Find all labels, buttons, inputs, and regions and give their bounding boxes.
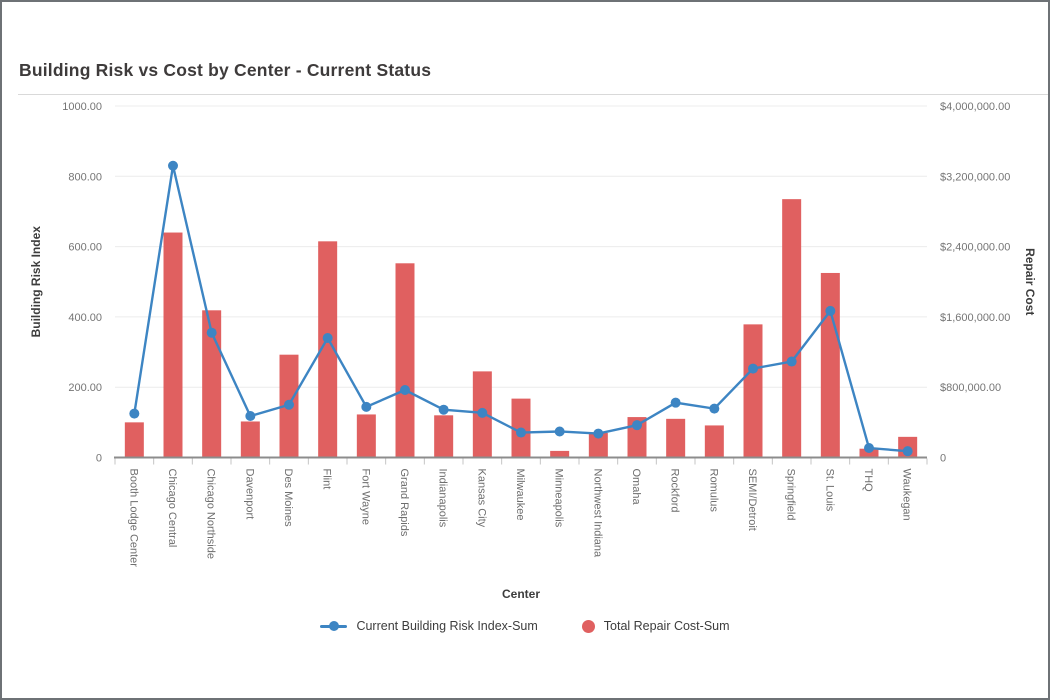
y-left-tick-label: 600.00 <box>68 242 102 254</box>
x-category-label: THQ <box>862 469 874 493</box>
x-category-label: Fort Wayne <box>359 469 371 525</box>
chart-legend: Current Building Risk Index-Sum Total Re… <box>2 619 1048 633</box>
repair-cost-bar[interactable] <box>588 432 608 458</box>
chart-title: Building Risk vs Cost by Center - Curren… <box>19 60 432 80</box>
risk-index-point[interactable] <box>168 160 178 171</box>
y-right-tick-label: $3,200,000.00 <box>940 171 1010 183</box>
line-series-legend-marker <box>320 624 348 628</box>
risk-index-point[interactable] <box>786 356 797 367</box>
x-category-label: Des Moines <box>282 469 294 528</box>
repair-cost-bar[interactable] <box>163 232 183 458</box>
repair-cost-bar[interactable] <box>124 422 144 458</box>
risk-index-point[interactable] <box>361 401 372 412</box>
legend-item-repair-cost[interactable]: Total Repair Cost-Sum <box>581 619 730 633</box>
risk-index-point[interactable] <box>129 408 140 419</box>
repair-cost-bar[interactable] <box>356 414 376 458</box>
repair-cost-bar[interactable] <box>782 199 802 458</box>
x-category-label: Chicago Northside <box>205 469 217 560</box>
x-axis-title: Center <box>502 587 540 601</box>
repair-cost-bar[interactable] <box>202 310 222 458</box>
y-left-tick-label: 200.00 <box>68 382 102 394</box>
y-left-axis-title: Building Risk Index <box>29 226 43 338</box>
y-right-tick-label: $800,000.00 <box>940 382 1001 394</box>
y-right-tick-label: $4,000,000.00 <box>940 101 1010 113</box>
x-category-label: Rockford <box>669 469 681 513</box>
risk-index-point[interactable] <box>554 426 565 437</box>
x-category-label: Chicago Central <box>166 469 178 548</box>
title-divider <box>18 94 1048 95</box>
risk-index-point[interactable] <box>400 385 410 396</box>
repair-cost-bar[interactable] <box>240 421 260 458</box>
y-right-tick-label: $1,600,000.00 <box>940 312 1010 324</box>
risk-index-point[interactable] <box>322 332 333 343</box>
repair-cost-bar[interactable] <box>859 448 879 458</box>
risk-index-point[interactable] <box>593 428 604 439</box>
repair-cost-bar[interactable] <box>743 324 763 458</box>
risk-index-point[interactable] <box>438 404 449 415</box>
repair-cost-bar[interactable] <box>704 425 724 458</box>
repair-cost-bar[interactable] <box>550 450 570 458</box>
x-category-label: Waukegan <box>901 469 913 521</box>
legend-item-risk-index[interactable]: Current Building Risk Index-Sum <box>320 619 538 633</box>
x-category-label: Minneapolis <box>553 469 565 528</box>
y-left-tick-label: 0 <box>96 453 102 465</box>
x-category-label: Kansas City <box>475 469 487 528</box>
y-right-tick-label: $2,400,000.00 <box>940 242 1010 254</box>
y-left-tick-label: 1000.00 <box>62 101 102 113</box>
x-category-label: Omaha <box>630 469 642 506</box>
repair-cost-bar[interactable] <box>395 263 415 458</box>
risk-index-point[interactable] <box>516 427 526 438</box>
y-right-tick-label: 0 <box>940 453 946 465</box>
repair-cost-bar[interactable] <box>434 415 454 458</box>
bar-series-legend-marker <box>581 619 595 633</box>
legend-label-repair-cost: Total Repair Cost-Sum <box>603 619 730 633</box>
risk-index-point[interactable] <box>670 397 681 408</box>
risk-index-point[interactable] <box>632 420 642 431</box>
x-category-label: Springfield <box>785 469 797 521</box>
x-category-label: Northwest Indiana <box>591 469 603 559</box>
x-category-label: St. Louis <box>823 469 835 512</box>
y-left-tick-label: 400.00 <box>68 312 102 324</box>
repair-cost-bar[interactable] <box>820 272 840 458</box>
x-category-label: SEMI/Detroit <box>746 469 758 531</box>
risk-index-point[interactable] <box>902 446 913 457</box>
x-category-label: Davenport <box>243 469 255 520</box>
x-category-label: Milwaukee <box>514 469 526 521</box>
risk-index-point[interactable] <box>825 305 836 316</box>
risk-index-point[interactable] <box>206 327 217 338</box>
y-right-axis-title: Repair Cost <box>1023 248 1037 315</box>
risk-index-point[interactable] <box>748 363 758 374</box>
repair-cost-bar[interactable] <box>318 241 338 458</box>
risk-index-point[interactable] <box>709 403 720 414</box>
risk-index-point[interactable] <box>284 399 294 410</box>
x-category-label: Romulus <box>707 469 719 513</box>
legend-label-risk-index: Current Building Risk Index-Sum <box>356 619 538 633</box>
y-left-tick-label: 800.00 <box>68 171 102 183</box>
risk-index-point[interactable] <box>245 411 256 422</box>
risk-index-point[interactable] <box>477 407 488 418</box>
x-category-label: Flint <box>321 469 333 490</box>
x-category-label: Booth Lodge Center <box>127 469 139 568</box>
repair-cost-bar[interactable] <box>666 418 686 458</box>
x-category-label: Grand Rapids <box>398 469 410 537</box>
x-category-label: Indianapolis <box>437 469 449 528</box>
risk-index-point[interactable] <box>864 443 874 454</box>
